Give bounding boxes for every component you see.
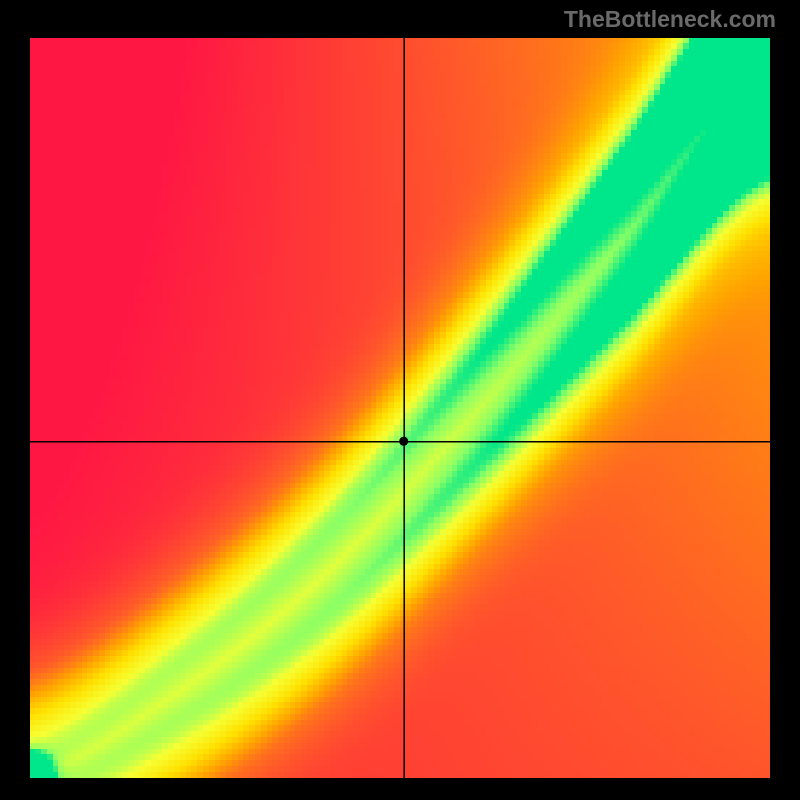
chart-frame: TheBottleneck.com [0, 0, 800, 800]
bottleneck-heatmap [30, 38, 770, 778]
source-watermark: TheBottleneck.com [564, 6, 776, 33]
